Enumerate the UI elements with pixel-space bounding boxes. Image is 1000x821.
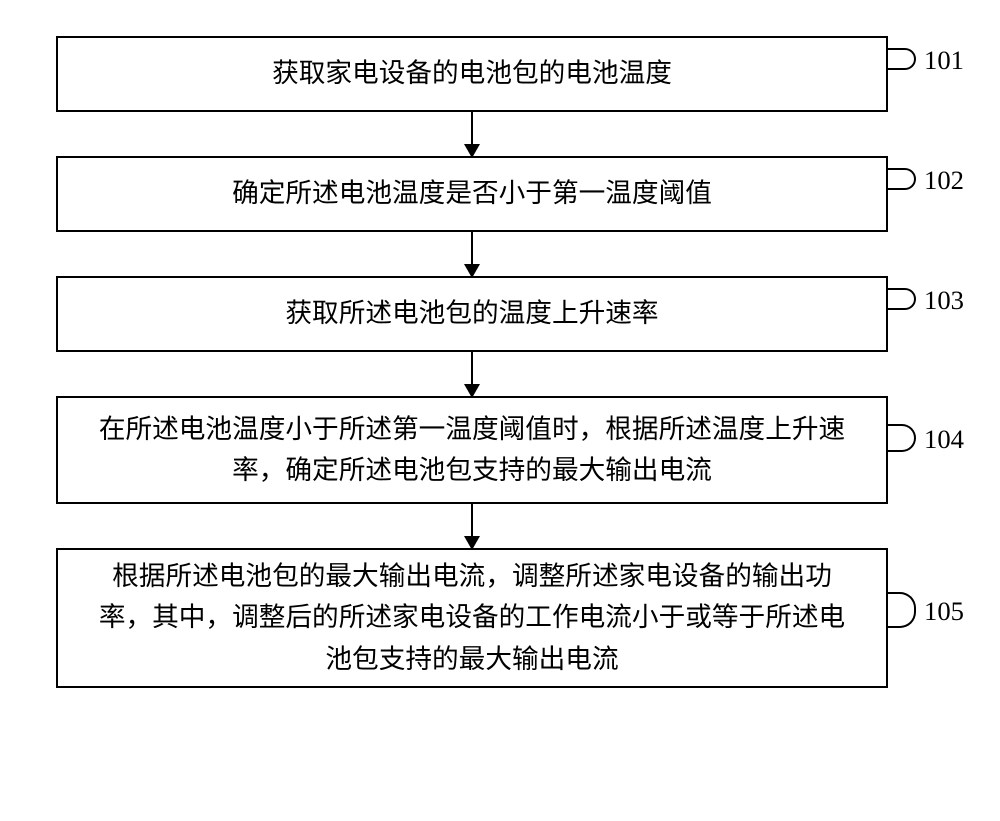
step-bracket [886, 288, 916, 310]
step-bracket [886, 168, 916, 190]
flow-arrow [471, 352, 473, 396]
flow-step-text: 根据所述电池包的最大输出电流，调整所述家电设备的输出功率，其中，调整后的所述家电… [86, 556, 858, 680]
flow-step-105: 根据所述电池包的最大输出电流，调整所述家电设备的输出功率，其中，调整后的所述家电… [56, 548, 888, 688]
flowchart-container: 获取家电设备的电池包的电池温度确定所述电池温度是否小于第一温度阈值获取所述电池包… [56, 36, 888, 688]
step-bracket [886, 48, 916, 70]
flow-step-102: 确定所述电池温度是否小于第一温度阈值 [56, 156, 888, 232]
flow-arrow [471, 232, 473, 276]
flow-arrow [471, 112, 473, 156]
step-bracket [886, 592, 916, 628]
flow-step-103: 获取所述电池包的温度上升速率 [56, 276, 888, 352]
flow-step-101: 获取家电设备的电池包的电池温度 [56, 36, 888, 112]
flow-step-text: 在所述电池温度小于所述第一温度阈值时，根据所述温度上升速率，确定所述电池包支持的… [86, 409, 858, 492]
flow-arrow [471, 504, 473, 548]
step-label-103: 103 [924, 285, 964, 316]
flow-step-text: 获取所述电池包的温度上升速率 [285, 293, 658, 334]
step-label-101: 101 [924, 45, 964, 76]
step-label-104: 104 [924, 424, 964, 455]
step-label-102: 102 [924, 165, 964, 196]
flow-step-104: 在所述电池温度小于所述第一温度阈值时，根据所述温度上升速率，确定所述电池包支持的… [56, 396, 888, 504]
step-label-105: 105 [924, 596, 964, 627]
flow-step-text: 获取家电设备的电池包的电池温度 [272, 53, 672, 94]
step-bracket [886, 424, 916, 452]
flow-step-text: 确定所述电池温度是否小于第一温度阈值 [232, 173, 712, 214]
